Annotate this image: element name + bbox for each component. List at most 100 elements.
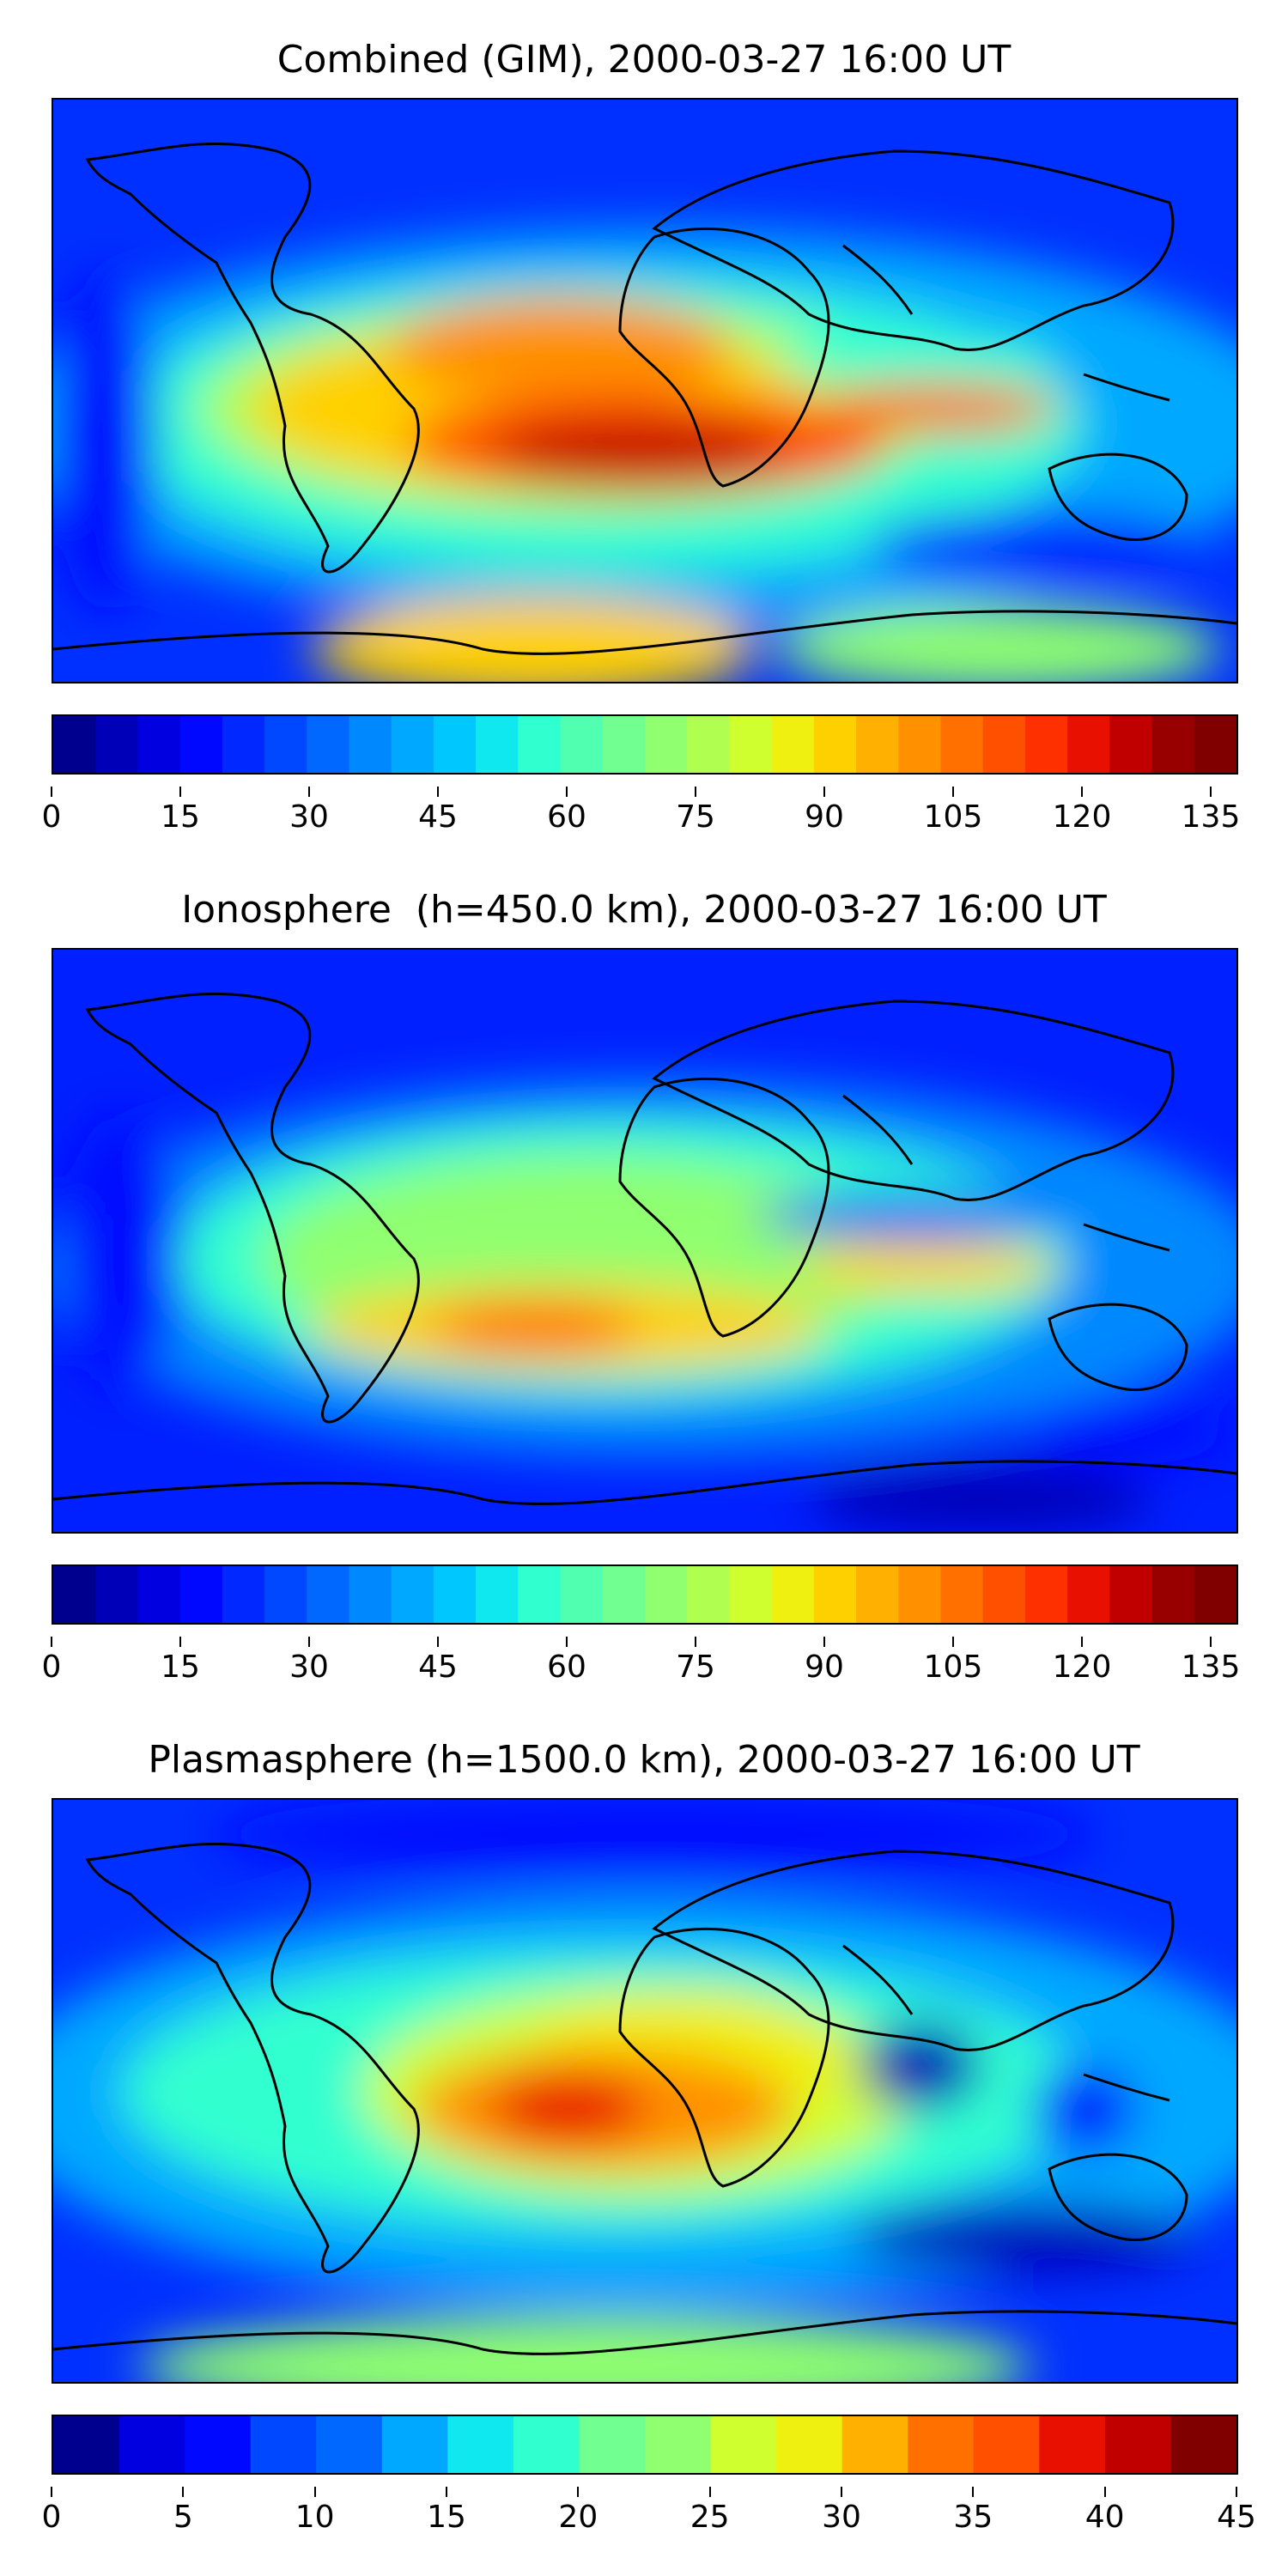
colorbar-ionosphere-ticks: 0 15 30 45 60 75 90 105 120 135 <box>0 1637 1288 1700</box>
colorbar-tick-label: 25 <box>690 2500 730 2535</box>
colorbar-swatch <box>95 716 139 773</box>
colorbar-tick-label: 0 <box>41 799 62 835</box>
colorbar-swatch <box>518 1566 562 1623</box>
colorbar-tick-mark <box>952 1637 954 1647</box>
coastlines <box>53 1842 1236 2355</box>
colorbar-swatch <box>513 2416 580 2473</box>
colorbar-swatch <box>729 1566 773 1623</box>
colorbar-swatch <box>349 716 392 773</box>
colorbar-swatch <box>973 2416 1040 2473</box>
colorbar-swatch <box>179 716 223 773</box>
colorbar-tick-mark <box>952 787 954 797</box>
colorbar-swatch <box>179 1566 223 1623</box>
colorbar-tick-label: 20 <box>558 2500 598 2535</box>
colorbar-swatch <box>53 2416 120 2473</box>
colorbar-swatch <box>1104 2416 1172 2473</box>
colorbar-tick-mark <box>313 2487 316 2497</box>
map-combined <box>52 98 1238 683</box>
colorbar-tick-label: 0 <box>41 1649 62 1685</box>
colorbar-swatch <box>645 1566 688 1623</box>
colorbar-swatch <box>518 716 562 773</box>
colorbar-swatch <box>645 716 688 773</box>
colorbar-tick-mark <box>51 1637 52 1647</box>
colorbar-tick-mark <box>577 2487 580 2497</box>
colorbar-swatch <box>898 716 942 773</box>
colorbar-swatch <box>771 1566 815 1623</box>
colorbar-swatch <box>1151 1566 1195 1623</box>
colorbar-swatch <box>940 1566 984 1623</box>
colorbar-swatch <box>776 2416 843 2473</box>
colorbar-swatch <box>264 1566 307 1623</box>
colorbar-swatch <box>560 1566 604 1623</box>
colorbar-tick-label: 75 <box>676 1649 715 1685</box>
colorbar-combined-ticks: 0 15 30 45 60 75 90 105 120 135 <box>0 787 1288 850</box>
colorbar-swatch <box>687 716 731 773</box>
colorbar-tick-label: 90 <box>805 1649 844 1685</box>
colorbar-tick-label: 0 <box>41 2500 62 2535</box>
colorbar-tick-label: 35 <box>953 2500 993 2535</box>
colorbar-swatch <box>841 2416 908 2473</box>
colorbar-ionosphere <box>52 1564 1238 1625</box>
colorbar-tick-label: 75 <box>676 799 715 835</box>
colorbar-swatch <box>982 1566 1026 1623</box>
colorbar-tick-mark <box>1210 1637 1212 1647</box>
colorbar-tick-mark <box>972 2487 975 2497</box>
colorbar-swatch <box>307 716 350 773</box>
colorbar-swatch <box>118 2416 185 2473</box>
colorbar-swatch <box>1109 1566 1153 1623</box>
colorbar-swatch <box>391 1566 434 1623</box>
colorbar-swatch <box>1067 716 1110 773</box>
map-plasmasphere <box>52 1798 1238 2384</box>
colorbar-swatch <box>476 1566 519 1623</box>
colorbar-swatch <box>898 1566 942 1623</box>
colorbar-tick-mark <box>1236 2487 1237 2497</box>
colorbar-swatch <box>1194 716 1236 773</box>
map-combined-svg <box>53 100 1236 682</box>
colorbar-ionosphere-svg <box>53 1566 1236 1623</box>
colorbar-tick-label: 60 <box>547 1649 586 1685</box>
map-plasmasphere-svg <box>53 1800 1236 2382</box>
colorbar-tick-mark <box>823 787 825 797</box>
coastlines <box>53 142 1236 655</box>
colorbar-swatch <box>433 716 477 773</box>
colorbar-tick-label: 15 <box>161 799 200 835</box>
colorbar-swatch <box>813 1566 857 1623</box>
colorbar-tick-label: 135 <box>1181 1649 1241 1685</box>
colorbar-swatch <box>476 716 519 773</box>
colorbar-swatch <box>137 716 181 773</box>
colorbar-tick-label: 15 <box>161 1649 200 1685</box>
colorbar-tick-label: 45 <box>418 1649 458 1685</box>
colorbar-tick-mark <box>841 2487 842 2497</box>
colorbar-swatch <box>602 716 646 773</box>
colorbar-swatch <box>137 1566 181 1623</box>
colorbar-swatch <box>349 1566 392 1623</box>
colorbar-tick-label: 105 <box>923 1649 983 1685</box>
coastlines <box>53 992 1236 1505</box>
colorbar-combined <box>52 714 1238 775</box>
colorbar-plasmasphere-ticks: 0 5 10 15 20 25 30 35 40 45 <box>0 2487 1288 2550</box>
colorbar-tick-mark <box>823 1637 825 1647</box>
colorbar-swatch <box>1170 2416 1236 2473</box>
map-ionosphere-svg <box>53 950 1236 1532</box>
colorbar-tick-label: 30 <box>289 1649 329 1685</box>
colorbar-swatch <box>391 716 434 773</box>
colorbar-swatch <box>264 716 307 773</box>
colorbar-tick-label: 90 <box>805 799 844 835</box>
colorbar-tick-mark <box>1103 2487 1106 2497</box>
colorbar-swatch <box>813 716 857 773</box>
colorbar-tick-label: 135 <box>1181 799 1241 835</box>
colorbar-tick-label: 5 <box>173 2500 193 2535</box>
colorbar-swatch <box>1039 2416 1106 2473</box>
colorbar-swatch <box>687 1566 731 1623</box>
colorbar-swatch <box>1194 1566 1236 1623</box>
colorbar-tick-mark <box>695 1637 696 1647</box>
colorbar-swatch <box>729 716 773 773</box>
colorbar-tick-mark <box>446 2487 447 2497</box>
colorbar-swatch <box>1151 716 1195 773</box>
colorbar-swatch <box>1024 716 1068 773</box>
colorbar-tick-mark <box>1210 787 1212 797</box>
colorbar-swatch <box>1067 1566 1110 1623</box>
colorbar-tick-mark <box>1081 1637 1083 1647</box>
colorbar-tick-mark <box>308 1637 310 1647</box>
colorbar-swatch <box>307 1566 350 1623</box>
